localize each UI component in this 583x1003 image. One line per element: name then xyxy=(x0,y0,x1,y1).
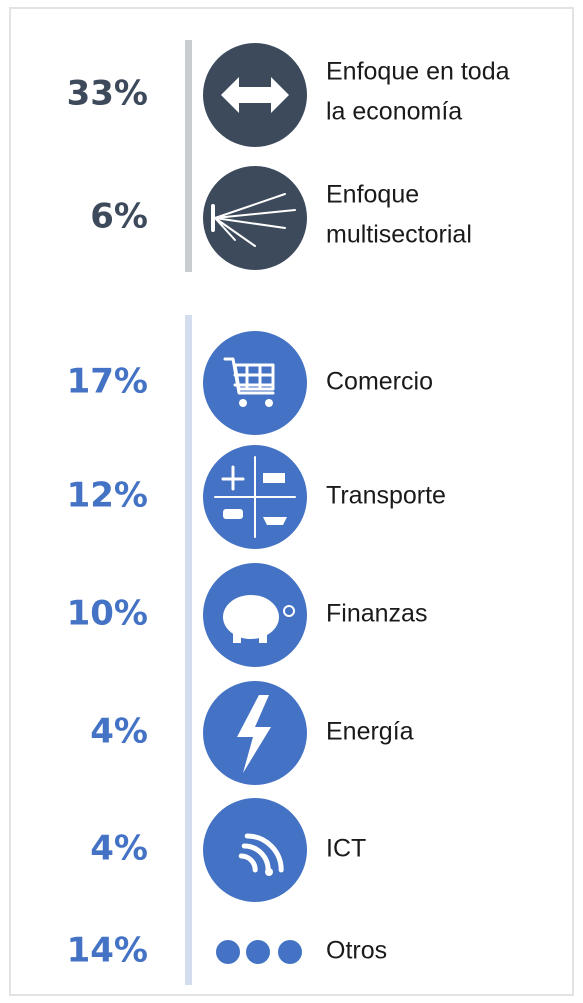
icon-glyph xyxy=(265,868,273,876)
label: Enfoque xyxy=(326,181,419,209)
icon-glyph xyxy=(221,465,245,491)
label: Otros xyxy=(326,937,387,965)
percent: 33% xyxy=(67,74,148,114)
label: la economía xyxy=(326,98,462,126)
icon-dot xyxy=(246,940,270,964)
percent: 12% xyxy=(67,476,148,516)
percent: 17% xyxy=(67,362,148,402)
icon-glyph xyxy=(263,473,285,483)
percent: 6% xyxy=(90,197,148,237)
icon-glyph xyxy=(244,833,284,873)
icon-glyph xyxy=(283,605,295,617)
icon xyxy=(203,563,307,667)
icon-glyph xyxy=(214,193,286,219)
icon-glyph xyxy=(263,517,287,525)
icon xyxy=(203,43,307,147)
divider-bar xyxy=(185,40,192,272)
icon-glyph xyxy=(239,399,247,407)
icon-glyph xyxy=(221,77,289,113)
icon-glyph xyxy=(223,509,243,519)
label: Energía xyxy=(326,718,414,746)
icon-glyph xyxy=(238,853,258,873)
percent: 4% xyxy=(90,712,148,752)
icon-glyph xyxy=(214,217,236,241)
icon xyxy=(203,331,307,435)
icon-dot xyxy=(216,940,240,964)
icon-glyph xyxy=(233,629,241,643)
icon-dot xyxy=(278,940,302,964)
label: Comercio xyxy=(326,368,433,396)
icon-glyph xyxy=(241,843,271,873)
icon-glyph xyxy=(265,399,273,407)
icon-glyph xyxy=(214,209,296,219)
icon-circle xyxy=(203,331,307,435)
label: multisectorial xyxy=(326,221,472,249)
label: ICT xyxy=(326,835,366,863)
icon xyxy=(203,445,307,549)
divider-bar xyxy=(185,315,192,985)
percent: 10% xyxy=(67,594,148,634)
icon-glyph xyxy=(214,456,296,538)
label: Finanzas xyxy=(326,600,427,628)
icon-glyph xyxy=(214,217,286,229)
label: Enfoque en toda xyxy=(326,58,510,86)
icon-glyph xyxy=(223,595,279,639)
icon xyxy=(216,940,302,964)
icon-glyph xyxy=(214,217,256,247)
icon-glyph xyxy=(237,695,271,773)
icon xyxy=(203,166,307,270)
icon xyxy=(203,798,307,902)
percent: 4% xyxy=(90,829,148,869)
icon-circle xyxy=(203,166,307,270)
label: Transporte xyxy=(326,482,446,510)
icon xyxy=(203,681,307,785)
icon-glyph xyxy=(223,357,275,395)
percent: 14% xyxy=(67,931,148,971)
icon-glyph xyxy=(259,629,267,643)
